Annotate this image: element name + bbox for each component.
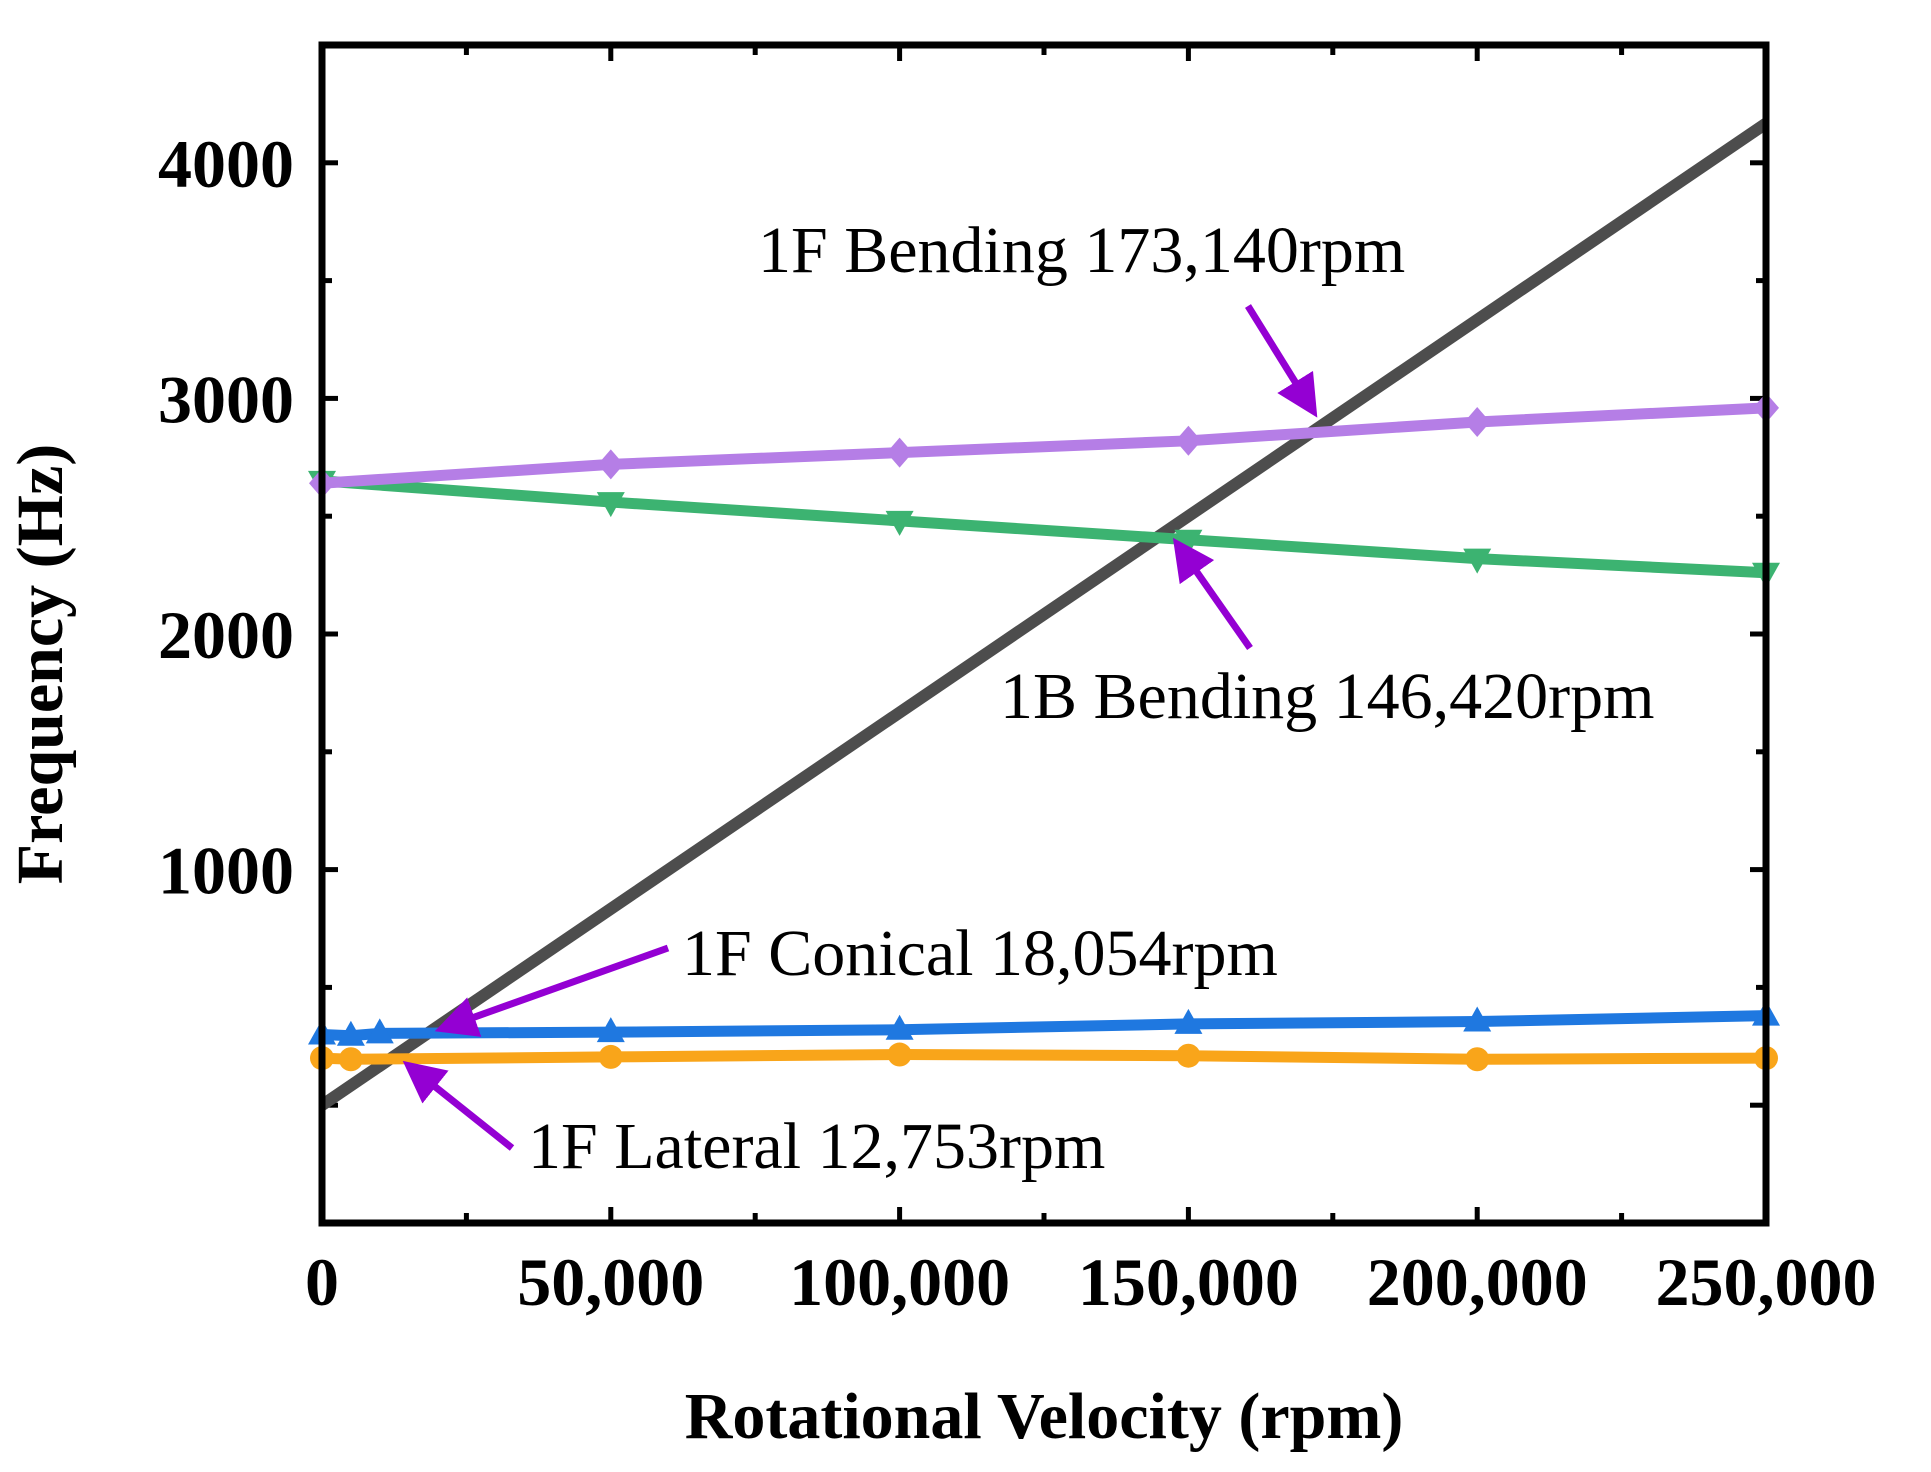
series-line	[321, 402, 1767, 489]
annotation-arrow	[1172, 537, 1253, 651]
x-axis-title: Rotational Velocity (rpm)	[685, 1380, 1404, 1453]
y-tick-label: 3000	[158, 361, 294, 437]
data-point	[887, 1042, 912, 1067]
annotation-arrow	[402, 1060, 515, 1151]
y-tick-label: 4000	[158, 126, 294, 202]
data-point	[885, 510, 914, 536]
data-point	[365, 1018, 394, 1044]
annotation-layer: 1F Bending 173,140rpm 1B Bending 146,420r…	[402, 214, 1655, 1183]
data-point	[1465, 1047, 1490, 1072]
data-point	[596, 1017, 625, 1043]
data-point	[886, 437, 913, 468]
x-tick-label: 200,000	[1367, 1244, 1588, 1320]
x-tick-label: 100,000	[789, 1244, 1010, 1320]
annotation-arrow	[1245, 304, 1318, 418]
series-layer	[308, 118, 1780, 1111]
series-1b-bending	[308, 470, 1780, 588]
series-line	[321, 475, 1767, 579]
data-point	[1175, 425, 1202, 456]
series-excitation-line	[318, 118, 1770, 1111]
annotation-label: 1B Bending 146,420rpm	[1000, 660, 1655, 733]
y-axis-title: Frequency (Hz)	[4, 444, 77, 885]
data-point	[598, 1044, 623, 1069]
data-point	[1463, 1006, 1492, 1032]
annotation-arrow	[434, 944, 670, 1037]
series-1f-bending	[309, 392, 1779, 499]
y-tick-label: 2000	[158, 597, 294, 673]
series-1f-conical	[308, 1000, 1780, 1046]
series-line	[318, 118, 1770, 1111]
data-point	[1176, 1043, 1201, 1068]
plot-frame	[318, 41, 1770, 1227]
series-line	[321, 1010, 1767, 1042]
data-point	[1463, 548, 1492, 574]
x-tick-label: 250,000	[1656, 1244, 1877, 1320]
x-tick-label: 150,000	[1078, 1244, 1299, 1320]
series-line	[321, 1049, 1767, 1065]
annotation-label: 1F Conical 18,054rpm	[682, 917, 1278, 990]
data-point	[338, 1047, 363, 1072]
data-point	[597, 449, 624, 480]
y-tick-label: 1000	[158, 833, 294, 909]
x-tick-label: 50,000	[517, 1244, 704, 1320]
series-1f-lateral	[310, 1042, 1778, 1072]
data-point	[1174, 1008, 1203, 1034]
tick-label-layer: 0 50,000 100,000 150,000 200,000 250,000 1000 2…	[158, 126, 1877, 1320]
data-point	[336, 1020, 365, 1046]
annotation-label: 1F Lateral 12,753rpm	[528, 1110, 1105, 1183]
data-point	[885, 1014, 914, 1040]
x-tick-label: 0	[305, 1244, 339, 1320]
annotation-label: 1F Bending 173,140rpm	[758, 214, 1405, 287]
data-point	[1464, 406, 1491, 437]
data-point	[596, 492, 625, 518]
